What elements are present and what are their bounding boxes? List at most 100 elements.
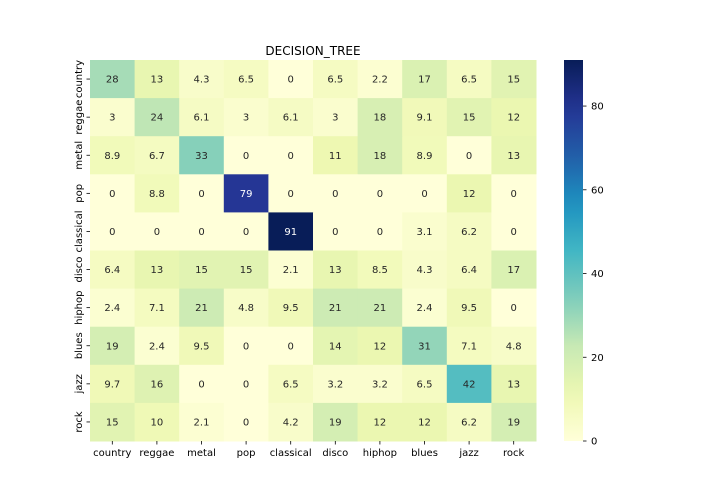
cell-value-label: 0 — [511, 227, 517, 238]
heatmap-cell — [446, 250, 492, 290]
cell-value-label: 21 — [374, 303, 387, 314]
heatmap-cell — [402, 136, 448, 175]
cell-value-label: 13 — [507, 379, 520, 390]
heatmap-cell — [90, 326, 136, 366]
cell-value-label: 12 — [507, 113, 520, 124]
x-tick-label: pop — [237, 448, 256, 459]
heatmap-cell — [313, 288, 359, 328]
cell-value-label: 11 — [329, 151, 342, 162]
heatmap-cell — [491, 212, 537, 251]
cell-value-label: 6.2 — [461, 417, 477, 428]
heatmap-cell — [179, 174, 225, 213]
x-tick-label: classical — [270, 448, 312, 459]
cell-value-label: 0 — [243, 341, 249, 352]
heatmap-cell — [357, 212, 403, 251]
x-tick-label: reggae — [139, 448, 174, 459]
cell-value-label: 2.4 — [104, 303, 120, 314]
heatmap-cell — [402, 212, 448, 251]
heatmap-cell — [313, 326, 359, 366]
heatmap-cell — [446, 60, 492, 99]
x-tick-label: hiphop — [363, 448, 397, 459]
heatmap-cell — [357, 364, 403, 404]
cell-value-label: 12 — [374, 417, 387, 428]
heatmap-cell — [179, 98, 225, 137]
heatmap-cell — [491, 60, 537, 99]
heatmap-cell — [357, 402, 403, 442]
cell-value-label: 9.5 — [461, 303, 477, 314]
cell-value-label: 42 — [463, 379, 476, 390]
cell-value-label: 0 — [109, 227, 115, 238]
heatmap-cell — [402, 174, 448, 213]
heatmap-cell — [179, 402, 225, 442]
y-tick-label: blues — [74, 332, 85, 359]
heatmap-cell — [491, 250, 537, 290]
heatmap-cell — [268, 60, 314, 99]
cell-value-label: 13 — [151, 265, 164, 276]
heatmap-cell — [179, 136, 225, 175]
heatmap-cell — [134, 98, 180, 137]
heatmap-cell — [446, 212, 492, 251]
cell-value-label: 19 — [106, 341, 119, 352]
cell-value-label: 15 — [507, 75, 520, 86]
heatmap-cell — [491, 402, 537, 442]
cell-value-label: 0 — [332, 227, 338, 238]
cell-value-label: 6.5 — [327, 75, 343, 86]
cell-value-label: 6.1 — [194, 113, 210, 124]
cell-value-label: 18 — [374, 113, 387, 124]
cell-value-label: 9.5 — [194, 341, 210, 352]
cell-value-label: 12 — [418, 417, 431, 428]
cell-value-label: 15 — [240, 265, 253, 276]
heatmap-cell — [313, 212, 359, 251]
cell-value-label: 9.5 — [283, 303, 299, 314]
heatmap-cell — [223, 212, 269, 251]
colorbar-gradient — [564, 60, 583, 441]
heatmap-cell — [90, 288, 136, 328]
heatmap-cell — [357, 136, 403, 175]
heatmap-cell — [313, 364, 359, 404]
cell-value-label: 7.1 — [461, 341, 477, 352]
cell-value-label: 0 — [243, 227, 249, 238]
heatmap-cell — [90, 136, 136, 175]
chart-title: DECISION_TREE — [265, 44, 360, 58]
heatmap-cell — [134, 60, 180, 99]
cell-value-label: 9.1 — [417, 113, 433, 124]
cell-value-label: 0 — [243, 379, 249, 390]
heatmap-cell — [357, 326, 403, 366]
heatmap-cell — [491, 98, 537, 137]
cell-value-label: 4.3 — [417, 265, 433, 276]
cell-value-label: 13 — [329, 265, 342, 276]
heatmap-cell — [134, 326, 180, 366]
heatmap-cell — [134, 288, 180, 328]
cell-value-label: 13 — [151, 75, 164, 86]
heatmap-cell — [268, 136, 314, 175]
heatmap-cell — [268, 288, 314, 328]
cell-value-label: 17 — [418, 75, 431, 86]
y-tick-label: country — [74, 60, 85, 98]
heatmap-cell — [357, 60, 403, 99]
cell-value-label: 19 — [507, 417, 520, 428]
heatmap-cell — [179, 212, 225, 251]
cell-value-label: 0 — [377, 227, 383, 238]
heatmap-cell — [179, 60, 225, 99]
cell-value-label: 0 — [288, 341, 294, 352]
heatmap-cell — [491, 364, 537, 404]
heatmap-cell — [268, 212, 314, 251]
heatmap-cell — [134, 402, 180, 442]
cell-value-label: 12 — [374, 341, 387, 352]
cell-value-label: 4.2 — [283, 417, 299, 428]
heatmap-cell — [268, 174, 314, 213]
heatmap-cell — [90, 174, 136, 213]
cell-value-label: 2.2 — [372, 75, 388, 86]
cell-value-label: 15 — [195, 265, 208, 276]
heatmap-cell — [223, 364, 269, 404]
x-axis-tick-labels: country reggae metal pop classical disco hipho… — [93, 441, 525, 459]
cell-value-label: 3 — [243, 113, 249, 124]
heatmap-cell — [446, 174, 492, 213]
cell-value-label: 2.1 — [194, 417, 210, 428]
heatmap-cell — [134, 174, 180, 213]
cell-value-label: 0 — [466, 151, 472, 162]
cell-value-label: 0 — [377, 189, 383, 200]
y-tick-label: metal — [74, 141, 85, 170]
cell-value-label: 9.7 — [104, 379, 120, 390]
heatmap-cell — [357, 250, 403, 290]
